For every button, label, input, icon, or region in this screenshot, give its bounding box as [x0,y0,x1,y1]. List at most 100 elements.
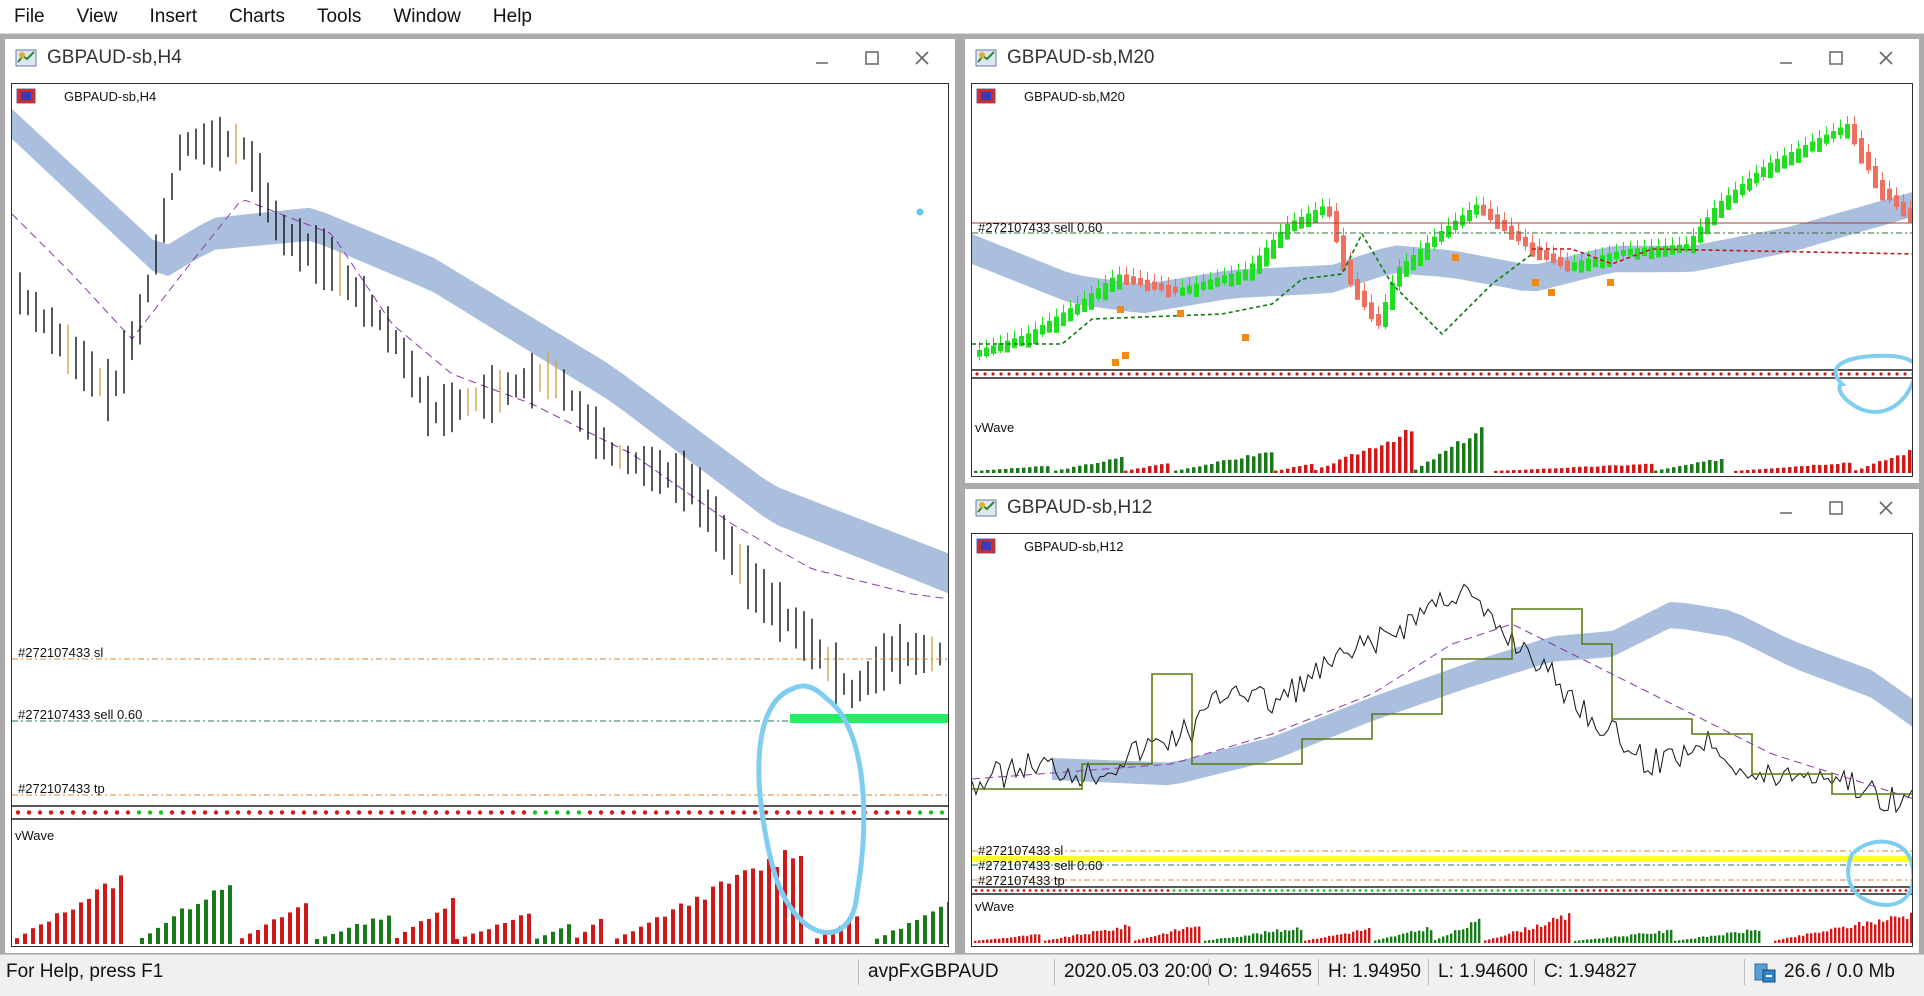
volume-bar [1456,441,1460,473]
volume-bar [111,888,115,944]
maximize-icon[interactable] [847,39,897,77]
maximize-icon[interactable] [1811,39,1861,77]
volume-bar [815,938,819,944]
chart-window-h4[interactable]: GBPAUD-sb,H4 GBPAUD-sb,H4 #272107433 sl … [4,38,956,954]
volume-bar [915,920,919,944]
price-chart-h12[interactable]: GBPAUD-sb,H12 #272107433 sl #272107433 s… [971,533,1913,947]
menu-insert[interactable]: Insert [149,5,197,27]
signal-dot [719,810,725,815]
signal-dot [1607,372,1611,376]
volume-bar [1394,936,1397,943]
volume-bar [1056,938,1059,943]
volume-bar [994,938,997,943]
close-icon[interactable] [1861,39,1911,77]
signal-dot [136,810,142,815]
signal-dot [1340,889,1344,892]
close-icon[interactable] [897,39,947,77]
signal-dot [1790,889,1794,892]
volume-bar [1044,940,1047,943]
volume-bar [1872,463,1876,473]
volume-bar [1902,916,1905,943]
signal-dot [1503,372,1507,376]
menu-help[interactable]: Help [492,5,532,27]
status-datetime: 2020.05.03 20:00 [1064,961,1212,982]
indicator-list-icon[interactable] [17,88,60,104]
signal-dot [1592,889,1596,892]
window-titlebar[interactable]: GBPAUD-sb,H4 [5,39,955,77]
volume-bar [1444,450,1448,473]
window-titlebar[interactable]: GBPAUD-sb,H12 [965,489,1919,527]
signal-dot [1712,889,1716,892]
signal-dot [411,810,417,815]
candle-body [1642,247,1647,257]
signal-dot [917,810,923,815]
signal-dot [1591,372,1595,376]
menu-window[interactable]: Window [393,5,461,27]
volume-bar [1260,934,1263,943]
volume-bar [479,931,483,944]
signal-dot [356,810,362,815]
indicator-list-icon[interactable] [977,538,1020,554]
signal-dot [1791,372,1795,376]
signal-dot [620,810,626,815]
menu-file[interactable]: File [14,5,45,27]
volume-bar [1686,939,1689,943]
candle-body [1019,336,1024,347]
close-icon[interactable] [1861,489,1911,527]
signal-dot [1640,889,1644,892]
volume-bar [87,898,91,944]
volume-bar [1794,466,1798,473]
signal-dot [1463,372,1467,376]
signal-dot [202,810,208,815]
volume-bar [1646,933,1649,943]
volume-bar [1626,936,1629,943]
minimize-icon[interactable] [1761,39,1811,77]
pivot-marker [1532,279,1539,286]
volume-bar [1378,939,1381,943]
signal-dot [422,810,428,815]
volume-bar [1778,939,1781,943]
connection-status-icon[interactable] [1752,960,1778,984]
maximize-icon[interactable] [1811,489,1861,527]
candle-body [1208,279,1213,290]
signal-dot [1567,372,1571,376]
signal-dot [1130,889,1134,892]
volume-bar [1614,936,1617,943]
minimize-icon[interactable] [797,39,847,77]
volume-bar [1800,466,1804,473]
menu-view[interactable]: View [76,5,118,27]
price-chart-h4[interactable]: GBPAUD-sb,H4 #272107433 sl #272107433 se… [11,83,949,947]
volume-bar [47,921,51,944]
volume-bar [986,939,989,943]
volume-bar [1276,929,1279,943]
indicator-list-icon[interactable] [977,88,1020,104]
candle-body [1026,333,1031,348]
candle-body [1474,204,1479,215]
volume-bar [1240,936,1243,943]
volume-bar [1340,934,1343,943]
menu-charts[interactable]: Charts [229,5,285,27]
volume-bar [1386,937,1389,943]
signal-dot [1052,889,1056,892]
minimize-icon[interactable] [1761,489,1811,527]
chart-window-m20[interactable]: GBPAUD-sb,M20 GBPAUD-sb,M20 #272107433 s… [964,38,1920,484]
window-titlebar[interactable]: GBPAUD-sb,M20 [965,39,1919,77]
volume-bar [1258,453,1262,473]
chart-symbol-tag: GBPAUD-sb,H12 [976,538,1123,554]
signal-dot [1535,372,1539,376]
status-profile: avpFxGBPAUD [868,961,999,982]
volume-bar [1124,924,1127,943]
signal-dot [1868,889,1872,892]
menu-tools[interactable]: Tools [316,5,362,27]
signal-dot [1271,372,1275,376]
price-chart-m20[interactable]: GBPAUD-sb,M20 #272107433 sell 0.60 vWave [971,83,1913,477]
chart-window-h12[interactable]: GBPAUD-sb,H12 GBPAUD-sb,H12 #272107433 s… [964,488,1920,954]
candle-body [1523,236,1528,247]
candle-body [1586,258,1591,272]
volume-bar [1638,464,1642,473]
candle-body [1369,302,1374,320]
signal-dot [1094,889,1098,892]
volume-bar [1626,465,1630,473]
window-title: GBPAUD-sb,H4 [47,47,182,68]
volume-bar [1420,465,1424,473]
